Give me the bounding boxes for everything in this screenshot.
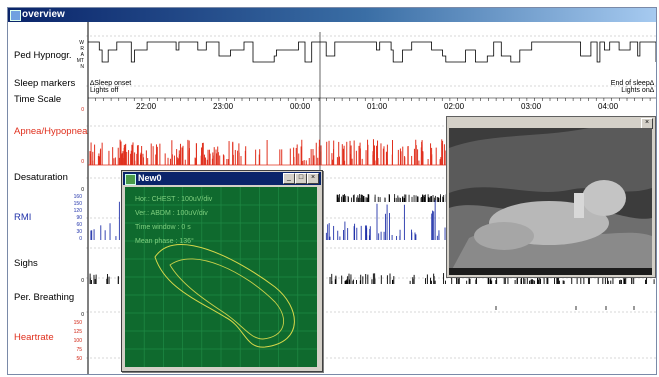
scope-title-bar[interactable]: New0 _ □ × bbox=[123, 172, 321, 185]
hr-tick-100: 100 bbox=[73, 338, 82, 344]
time-label-0200: 02:00 bbox=[444, 102, 465, 111]
video-window[interactable]: × bbox=[446, 116, 656, 278]
hr-tick-125: 125 bbox=[73, 329, 82, 335]
apnea-zero-tick: 0 bbox=[81, 159, 84, 165]
time-label-0000: 00:00 bbox=[290, 102, 311, 111]
hypno-tick-mt: MT bbox=[76, 58, 84, 64]
rmi-tick-150: 150 bbox=[73, 201, 82, 207]
scope-title: New0 bbox=[138, 173, 162, 183]
maximize-button[interactable]: □ bbox=[295, 173, 307, 184]
window-title: overview bbox=[22, 9, 65, 20]
channel-label-apnea: Apnea/Hypopnea bbox=[14, 126, 88, 137]
close-button[interactable]: × bbox=[307, 173, 319, 184]
channel-label-sleep-markers: Sleep markers bbox=[14, 78, 76, 89]
hypno-tick-r: R bbox=[80, 46, 84, 52]
channel-label-time-scale: Time Scale bbox=[14, 94, 62, 105]
phase-scope-window[interactable]: New0 _ □ × Hor.: CHEST : 100uV/div Ver.:… bbox=[121, 170, 323, 372]
hr-tick-50: 50 bbox=[76, 356, 82, 362]
end-of-sleep-marker: End of sleep∆ Lights on∆ bbox=[610, 80, 654, 94]
channel-label-desaturation: Desaturation bbox=[14, 172, 68, 183]
minimize-button[interactable]: _ bbox=[283, 173, 295, 184]
scope-time-window: Time window : 0 s bbox=[135, 224, 191, 231]
phase-loop-inner bbox=[169, 258, 285, 340]
hypnogram-trace bbox=[88, 41, 656, 63]
channel-label-hypnogram: Ped Hypnogr. bbox=[14, 50, 72, 61]
hypno-tick-a: A bbox=[80, 52, 84, 58]
scope-ver-setting: Ver.: ABDM : 100uV/div bbox=[135, 210, 208, 217]
channel-label-heartrate: Heartrate bbox=[14, 332, 54, 343]
rmi-tick-30: 30 bbox=[76, 229, 82, 235]
time-label-0400: 04:00 bbox=[598, 102, 619, 111]
scope-app-icon bbox=[125, 174, 136, 185]
scope-grid: Hor.: CHEST : 100uV/div Ver.: ABDM : 100… bbox=[125, 187, 317, 367]
perbreath-zero-tick: 0 bbox=[81, 312, 84, 318]
time-scale-zero-tick: 0 bbox=[81, 107, 84, 113]
channel-label-periodic-breathing: Per. Breathing bbox=[14, 292, 75, 303]
scope-hor-setting: Hor.: CHEST : 100uV/div bbox=[135, 196, 213, 203]
channel-labels: Ped Hypnogr. Sleep markers Time Scale Ap… bbox=[8, 22, 88, 374]
time-label-0300: 03:00 bbox=[521, 102, 542, 111]
app-icon bbox=[10, 10, 21, 21]
rmi-tick-160: 160 bbox=[73, 194, 82, 200]
phase-loop-trace bbox=[125, 187, 317, 367]
channel-label-sighs: Sighs bbox=[14, 258, 38, 269]
time-label-0100: 01:00 bbox=[367, 102, 388, 111]
hypno-tick-w: W bbox=[79, 40, 84, 46]
hypno-tick-n: N bbox=[80, 64, 84, 70]
rmi-tick-60: 60 bbox=[76, 222, 82, 228]
phase-loop-outer bbox=[154, 244, 295, 348]
sleep-onset-marker: ∆Sleep onset Lights off bbox=[90, 80, 132, 94]
time-label-2200: 22:00 bbox=[136, 102, 157, 111]
rmi-tick-120: 120 bbox=[73, 208, 82, 214]
infant-video-frame bbox=[449, 128, 652, 275]
desat-zero-tick: 0 bbox=[81, 187, 84, 193]
hr-tick-150: 150 bbox=[73, 320, 82, 326]
channel-label-rmi: RMI bbox=[14, 212, 32, 223]
hr-tick-75: 75 bbox=[76, 347, 82, 353]
sighs-zero-tick: 0 bbox=[81, 278, 84, 284]
title-bar[interactable]: overview bbox=[8, 8, 656, 22]
scope-mean-phase: Mean phase : 136° bbox=[135, 238, 194, 245]
rmi-tick-0: 0 bbox=[79, 236, 82, 242]
time-label-2300: 23:00 bbox=[213, 102, 234, 111]
rmi-tick-90: 90 bbox=[76, 215, 82, 221]
